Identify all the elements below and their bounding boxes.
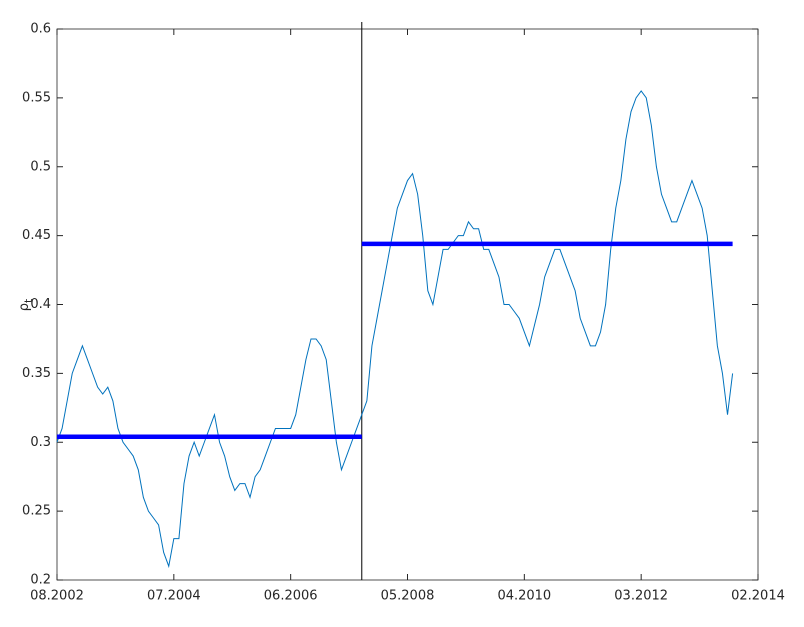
x-tick-label: 08.2002 — [30, 589, 84, 604]
x-tick-label: 06.2006 — [264, 589, 318, 604]
y-tick-label: 0.3 — [30, 435, 51, 450]
y-label-subscript: t — [22, 298, 35, 303]
y-tick-label: 0.55 — [22, 90, 51, 105]
plot-area — [56, 28, 759, 581]
data-line — [56, 90, 734, 569]
y-tick-label: 0.6 — [30, 22, 51, 37]
x-tick-label: 05.2008 — [381, 589, 435, 604]
y-tick-label: 0.35 — [22, 366, 51, 381]
y-tick-label: 0.2 — [30, 573, 51, 588]
y-label-symbol: ρ — [17, 303, 32, 311]
y-axis-label: ρt — [17, 298, 36, 311]
y-tick-label: 0.25 — [22, 504, 51, 519]
x-tick-label: 04.2010 — [497, 589, 551, 604]
x-tick-label: 07.2004 — [147, 589, 201, 604]
y-tick-label: 0.5 — [30, 159, 51, 174]
x-tick-label: 03.2012 — [614, 589, 668, 604]
y-tick-label: 0.45 — [22, 228, 51, 243]
y-tick-label: 0.4 — [30, 297, 51, 312]
x-tick-label: 02.2014 — [731, 589, 785, 604]
